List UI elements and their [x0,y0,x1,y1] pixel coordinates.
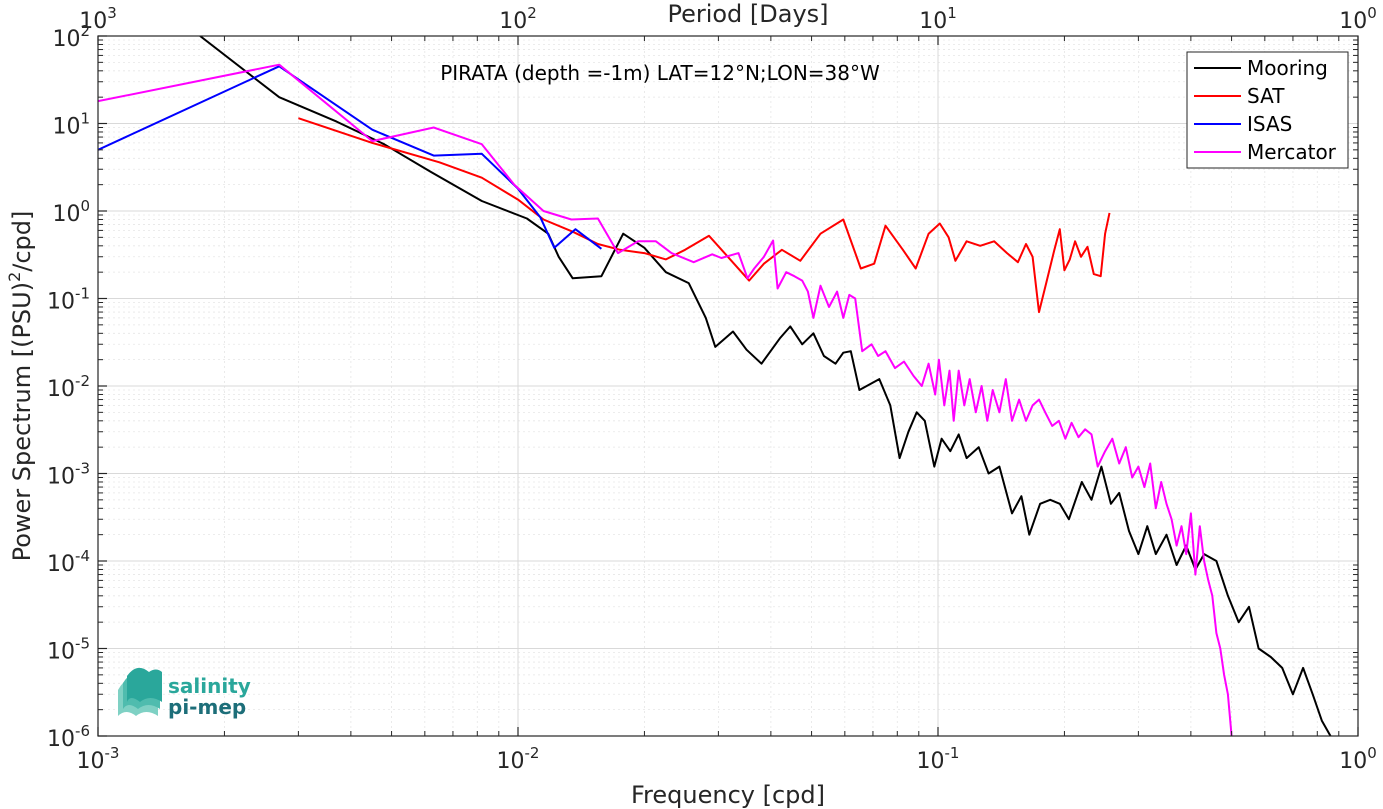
series-line-mooring [199,36,1332,736]
logo-line1: salinity [168,674,251,698]
wave-layers-icon [118,667,162,716]
legend-label-isas: ISAS [1247,112,1292,136]
y-tick-label: 10-6 [47,722,90,752]
legend-items: Mooring SAT ISAS Mercator [1194,56,1337,164]
top-tick-label: 103 [79,4,117,34]
y-axis-label-tail: /cpd] [8,211,36,272]
y-tick-label: 101 [52,110,90,140]
series-line-isas [98,65,603,250]
chart-title: PIRATA (depth =-1m) LAT=12°N;LON=38°W [440,61,880,85]
y-tick-label: 10-4 [47,547,90,577]
tick-marks [97,35,1359,737]
x-tick-label: 10-3 [77,744,120,774]
x-tick-labels: 10-3 10-2 10-1 100 [77,744,1377,774]
legend-box [1186,51,1349,169]
y-tick-label: 10-5 [47,635,90,665]
series-line-sat [298,117,1111,314]
y-tick-label: 102 [52,22,90,52]
legend-label-sat: SAT [1247,84,1285,108]
legend-label-mercator: Mercator [1247,140,1337,164]
minor-grid [98,36,1358,736]
y-tick-label: 100 [52,197,90,227]
x-axis-label: Frequency [cpd] [631,781,825,809]
logo-line2: pi-mep [168,695,246,719]
y-tick-label: 10-3 [47,460,90,490]
y-axis-label: Power Spectrum [(PSU)2/cpd] [5,211,36,562]
series-layer [98,36,1332,736]
top-tick-label: 100 [1339,4,1377,34]
x-tick-label: 10-2 [497,744,540,774]
y-axis-label-main: Power Spectrum [(PSU) [8,282,36,561]
top-axis-label: Period [Days] [667,0,828,28]
top-tick-labels: 103 102 101 100 [79,4,1377,34]
top-tick-label: 101 [919,4,957,34]
legend: Mooring SAT ISAS Mercator [1186,51,1349,169]
top-tick-label: 102 [499,4,537,34]
y-tick-labels: 102 101 100 10-1 10-2 10-3 10-4 10-5 10-6 [47,22,90,752]
y-tick-label: 10-2 [47,372,90,402]
legend-label-mooring: Mooring [1247,56,1328,80]
salinity-pi-mep-logo: salinity pi-mep [118,667,251,719]
x-tick-label: 100 [1339,744,1377,774]
y-axis-label-sup: 2 [5,272,24,282]
y-tick-label: 10-1 [47,285,90,315]
series-line-mercator [98,63,1233,736]
x-tick-label: 10-1 [917,744,960,774]
